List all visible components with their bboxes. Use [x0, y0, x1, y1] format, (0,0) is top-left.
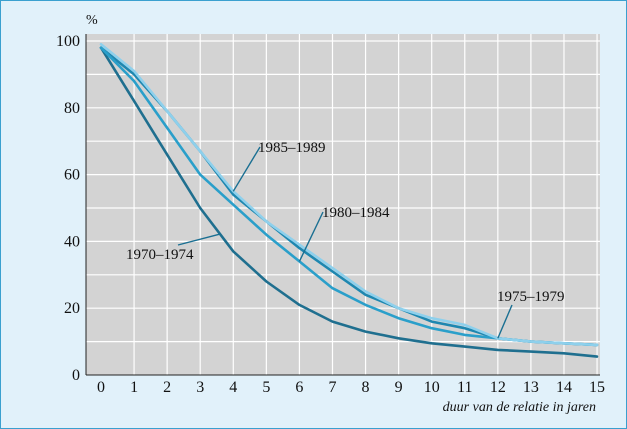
y-tick-label: 80	[64, 100, 80, 117]
x-tick-label: 5	[262, 379, 270, 396]
series-annotation-label: 1985–1989	[258, 140, 326, 156]
x-tick-label: 1	[130, 379, 138, 396]
x-axis-title: duur van de relatie in jaren	[443, 400, 596, 415]
axes	[85, 34, 600, 376]
y-tick-labels: 0 20 40 60 80 100	[56, 33, 80, 384]
series-line	[99, 42, 599, 347]
annotation-leaders	[177, 146, 513, 339]
annotation-leader	[177, 233, 221, 246]
y-tick-label: 0	[72, 367, 80, 384]
series-annotations: 1985–1989 1980–1984 1970–1974 1975–1979	[126, 140, 565, 305]
x-tick-label: 7	[328, 379, 336, 396]
y-tick-label: 60	[64, 167, 80, 184]
annotation-leader	[298, 211, 324, 262]
y-axis-unit-label: %	[86, 13, 98, 28]
x-tick-label: 6	[295, 379, 303, 396]
y-tick-label: 100	[56, 33, 80, 50]
annotation-leader	[232, 146, 261, 192]
x-tick-label: 10	[424, 379, 440, 396]
plot-area	[86, 34, 600, 375]
x-tick-label: 11	[457, 379, 472, 396]
y-tick-label: 20	[64, 300, 80, 317]
x-tick-labels: 0 1 2 3 4 5 6 7 8 9 10 11 12 13 14 15	[97, 379, 605, 396]
x-tick-label: 8	[362, 379, 370, 396]
series-annotation-label: 1980–1984	[322, 205, 390, 221]
x-tick-label: 9	[395, 379, 403, 396]
x-tick-label: 14	[556, 379, 572, 396]
annotation-leader	[497, 304, 513, 339]
series-lines	[99, 42, 599, 358]
x-tick-label: 0	[97, 379, 105, 396]
x-tick-label: 15	[589, 379, 605, 396]
y-tick-label: 40	[64, 233, 80, 250]
series-annotation-label: 1975–1979	[497, 289, 565, 305]
x-tick-label: 13	[523, 379, 539, 396]
x-tick-label: 2	[163, 379, 171, 396]
x-tick-label: 4	[229, 379, 237, 396]
series-annotation-label: 1970–1974	[126, 247, 194, 263]
x-tick-label: 3	[196, 379, 204, 396]
series-line	[99, 46, 599, 358]
x-tick-label: 12	[490, 379, 506, 396]
